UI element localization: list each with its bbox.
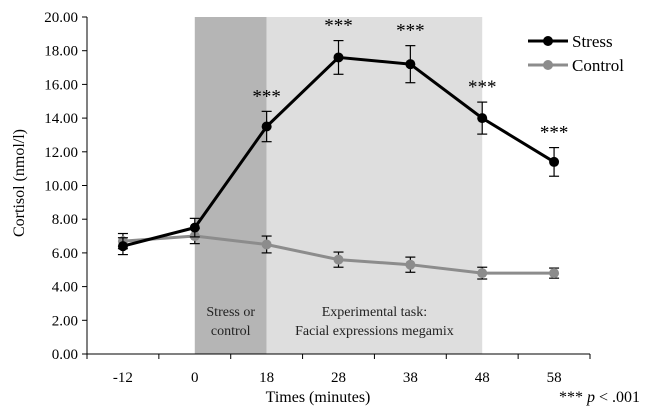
stress-point-2 xyxy=(261,121,272,132)
band-1 xyxy=(266,17,483,354)
legend: Stress Control xyxy=(528,32,624,75)
significance-markers: *** *** *** *** *** xyxy=(252,16,568,144)
stress-point-4 xyxy=(405,59,416,70)
legend-stress-label: Stress xyxy=(572,32,613,51)
x-tick-label-2: 18 xyxy=(259,370,274,386)
control-point-5 xyxy=(477,268,488,279)
y-axis-title: Cortisol (nmol/l) xyxy=(11,129,28,237)
significance-marker-5: *** xyxy=(468,77,497,98)
significance-marker-4: *** xyxy=(396,21,425,42)
significance-marker-3: *** xyxy=(324,16,353,37)
stress-point-3 xyxy=(333,52,344,63)
legend-control-label: Control xyxy=(572,56,624,75)
y-tick-label-10: 20.00 xyxy=(44,10,78,26)
band-1-label-0: Experimental task: xyxy=(322,305,427,320)
note-stars: *** xyxy=(559,389,583,406)
y-tick-label-3: 6.00 xyxy=(52,246,78,262)
y-tick-label-7: 14.00 xyxy=(44,111,78,127)
control-point-3 xyxy=(333,254,344,265)
note-p: p xyxy=(586,389,595,406)
y-tick-label-0: 0.00 xyxy=(52,347,78,363)
stress-point-6 xyxy=(549,156,560,167)
stress-point-5 xyxy=(477,113,488,124)
control-point-4 xyxy=(405,259,416,270)
legend-stress-marker xyxy=(543,36,553,46)
legend-control-marker xyxy=(543,60,553,70)
band-0 xyxy=(194,17,267,354)
y-tick-label-6: 12.00 xyxy=(44,145,78,161)
y-tick-label-8: 16.00 xyxy=(44,77,78,93)
x-axis-title: Times (minutes) xyxy=(266,389,371,406)
control-point-6 xyxy=(549,268,560,279)
series xyxy=(117,39,560,280)
band-1-label-1: Facial expressions megamix xyxy=(295,324,454,339)
x-tick-label-4: 38 xyxy=(403,370,418,386)
significance-note: *** p < .001 xyxy=(559,389,640,406)
y-tick-label-1: 2.00 xyxy=(52,313,78,329)
axes: 0.00 2.00 4.00 6.00 8.00 10.00 12.00 14.00 16.00… xyxy=(44,10,591,386)
x-tick-label-1: 0 xyxy=(191,370,199,386)
x-tick-label-5: 48 xyxy=(475,370,490,386)
control-point-2 xyxy=(261,239,272,250)
band-0-label-0: Stress or xyxy=(206,305,255,320)
y-tick-label-4: 8.00 xyxy=(52,212,78,228)
phase-bands: Stress or control Experimental task: Facial… xyxy=(194,17,483,354)
x-tick-label-6: 58 xyxy=(547,370,562,386)
x-tick-label-0: -12 xyxy=(113,370,133,386)
stress-point-1 xyxy=(189,222,200,233)
y-tick-label-2: 4.00 xyxy=(52,280,78,296)
stress-point-0 xyxy=(117,241,128,252)
y-tick-label-9: 18.00 xyxy=(44,44,78,60)
note-rest: < .001 xyxy=(599,389,640,406)
y-tick-label-5: 10.00 xyxy=(44,179,78,195)
significance-marker-2: *** xyxy=(252,86,281,107)
band-0-label-1: control xyxy=(211,324,251,339)
significance-marker-6: *** xyxy=(540,123,569,144)
x-tick-label-3: 28 xyxy=(331,370,346,386)
